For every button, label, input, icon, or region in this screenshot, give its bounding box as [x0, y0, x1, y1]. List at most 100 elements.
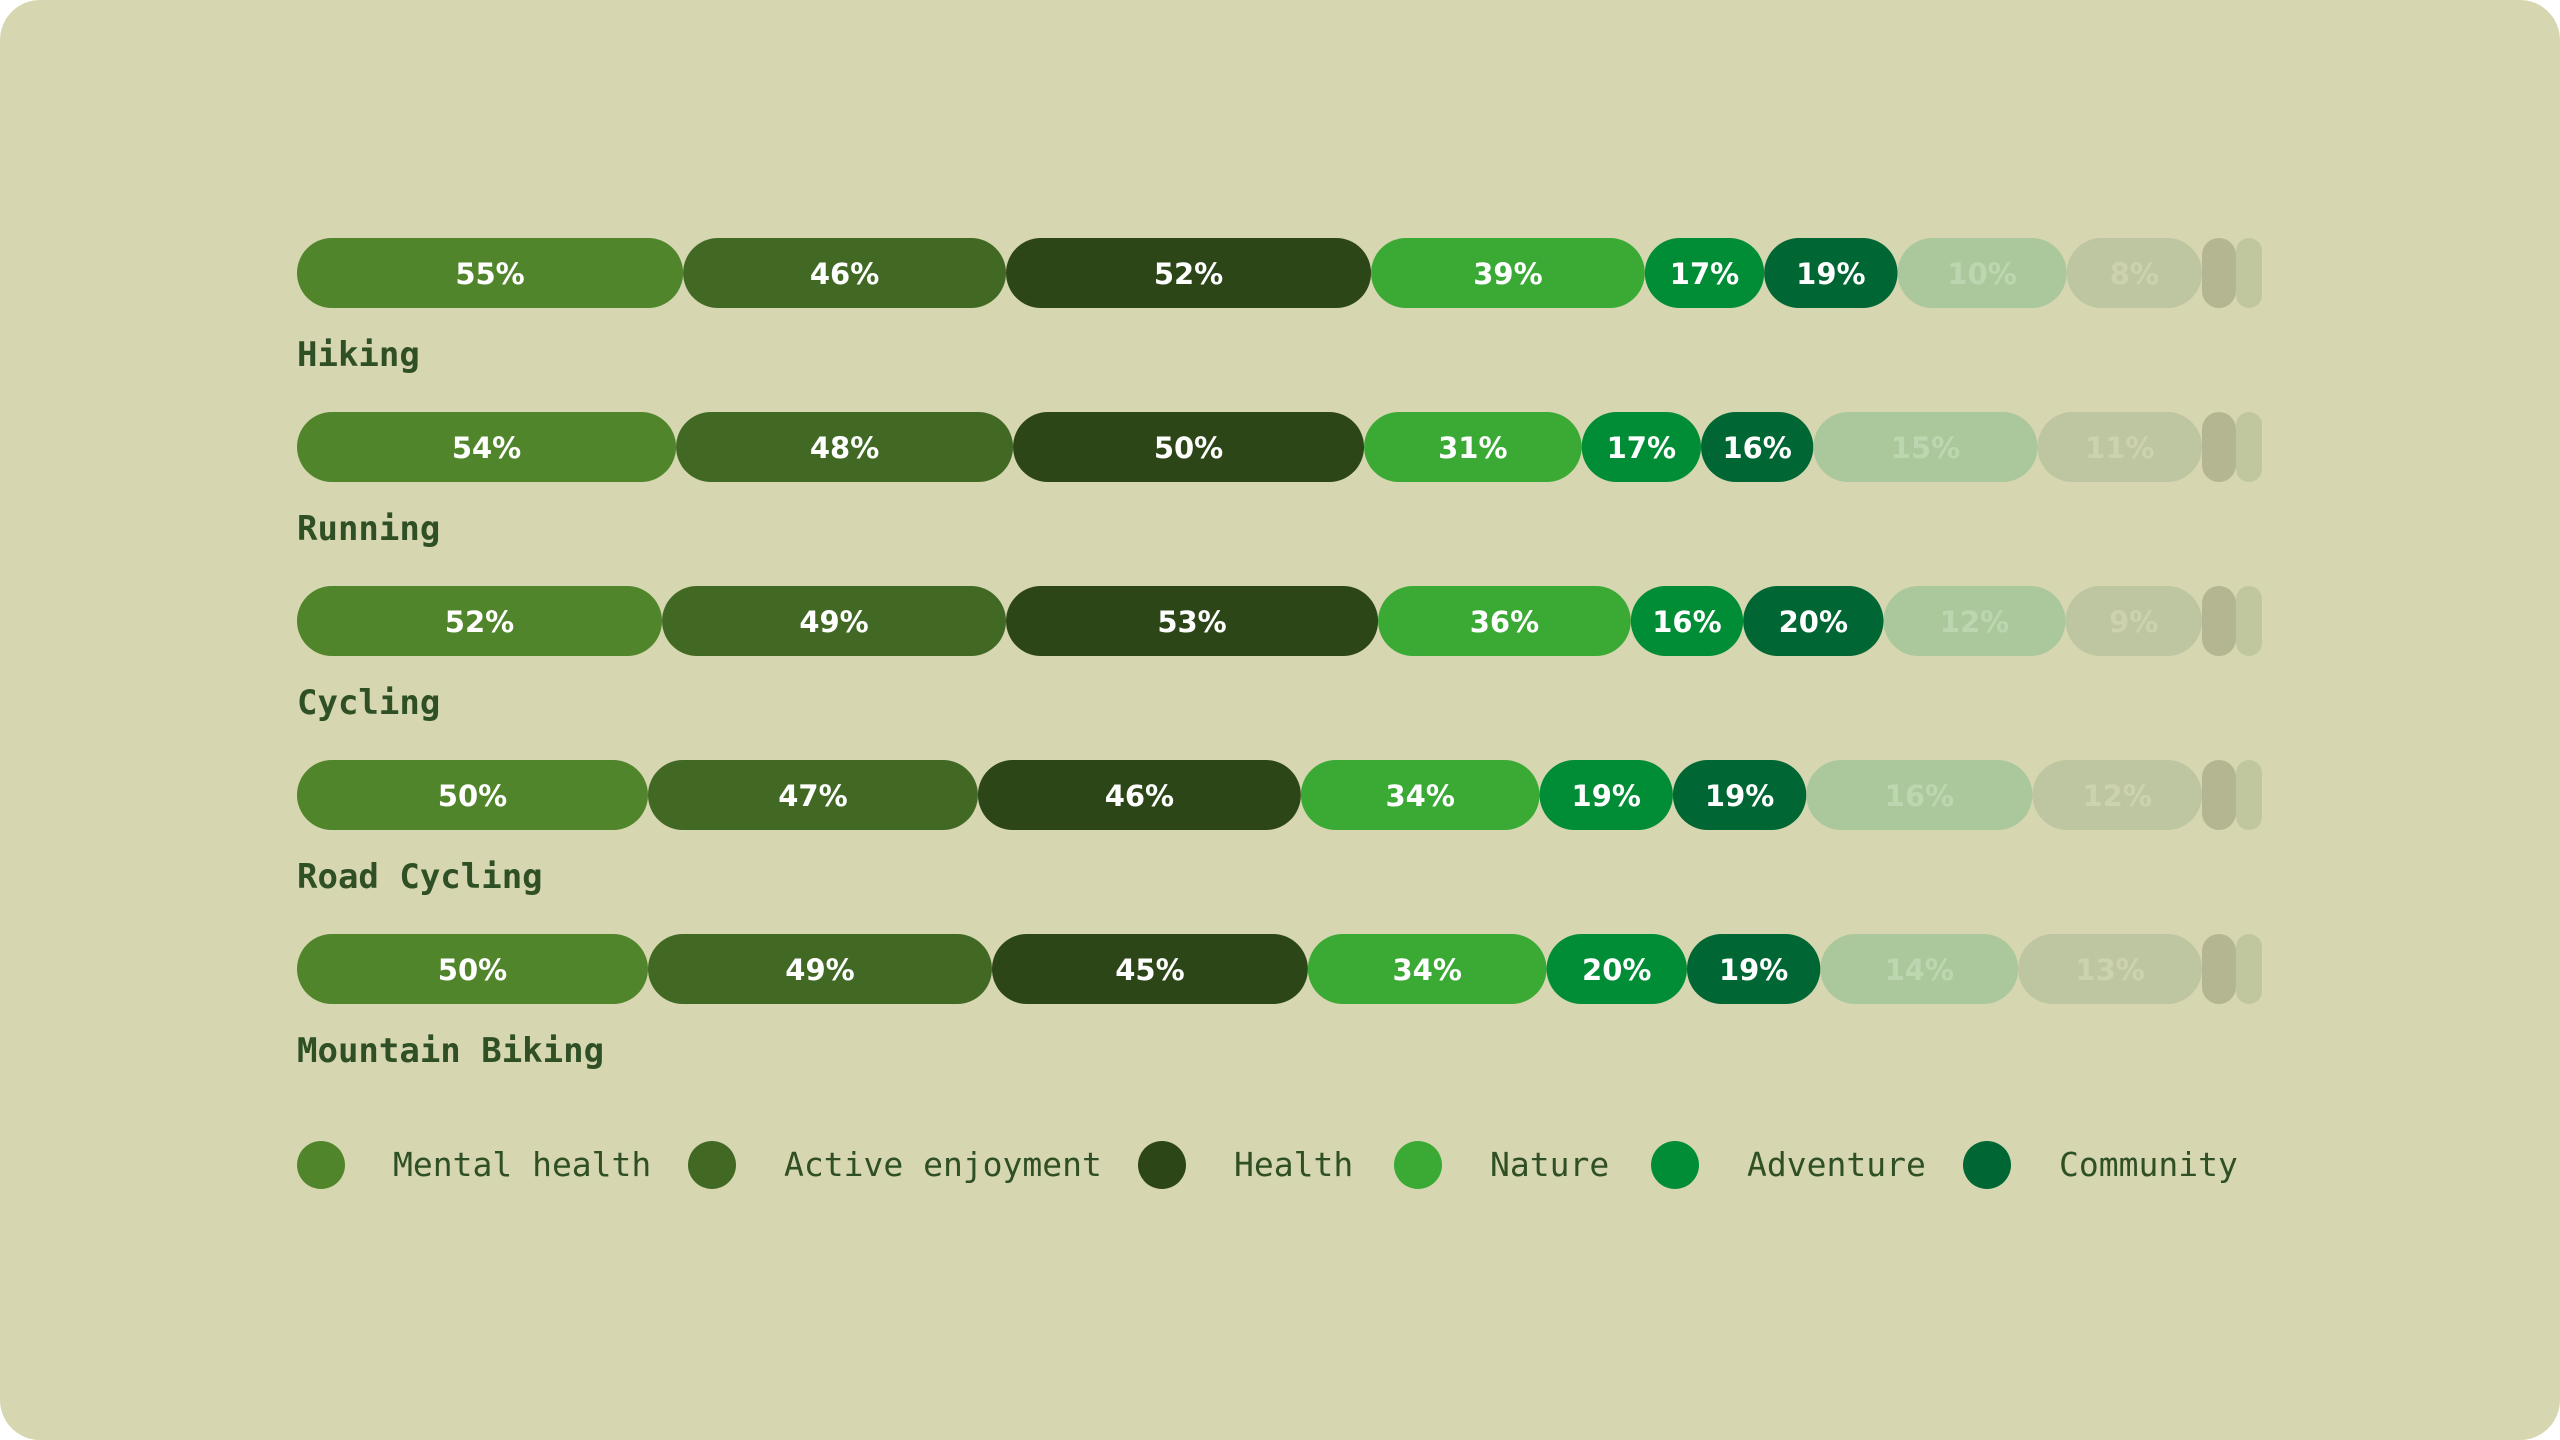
legend-swatch-community: [1963, 1141, 2011, 1189]
bar-mountain-biking-active-enjoyment: [648, 934, 992, 1004]
data-label-mountain-biking-4: 20%: [1582, 953, 1651, 987]
data-label-running-1: 48%: [810, 431, 879, 465]
bar-mountain-biking-tail-1: [2236, 934, 2262, 1004]
bar-running-faded-0: [1813, 412, 2038, 482]
bar-road-cycling-faded-0: [1806, 760, 2033, 830]
bar-running-community: [1701, 412, 1814, 482]
data-label-hiking-2: 52%: [1154, 257, 1223, 291]
bar-hiking-nature: [1371, 238, 1645, 308]
bar-hiking-community: [1764, 238, 1898, 308]
bar-mountain-biking-faded-0: [1820, 934, 2019, 1004]
data-label-mountain-biking-0: 50%: [438, 953, 507, 987]
bar-hiking-health: [1006, 238, 1372, 308]
bar-cycling-faded-1: [2065, 586, 2202, 656]
bar-road-cycling-mental-health: [297, 760, 648, 830]
data-label-hiking-faded-1: 8%: [2110, 257, 2159, 291]
row-label-road-cycling: Road Cycling: [297, 857, 543, 897]
bar-cycling-tail-1: [2236, 586, 2262, 656]
row-label-hiking: Hiking: [297, 335, 420, 375]
data-label-mountain-biking-1: 49%: [785, 953, 854, 987]
bar-hiking-faded-1: [2066, 238, 2202, 308]
legend-label-nature: Nature: [1490, 1145, 1609, 1184]
data-label-hiking-4: 17%: [1670, 257, 1739, 291]
data-label-road-cycling-2: 46%: [1105, 779, 1174, 813]
data-label-mountain-biking-2: 45%: [1115, 953, 1184, 987]
bar-cycling-active-enjoyment: [662, 586, 1007, 656]
data-label-hiking-5: 19%: [1796, 257, 1865, 291]
bar-running-faded-1: [2037, 412, 2202, 482]
data-label-road-cycling-4: 19%: [1572, 779, 1641, 813]
bar-road-cycling-tail-1: [2236, 760, 2262, 830]
legend-label-adventure: Adventure: [1747, 1145, 1926, 1184]
bar-mountain-biking-faded-1: [2018, 934, 2202, 1004]
bar-mountain-biking-health: [991, 934, 1308, 1004]
bar-mountain-biking-mental-health: [297, 934, 648, 1004]
data-label-hiking-3: 39%: [1473, 257, 1542, 291]
bar-road-cycling-adventure: [1539, 760, 1673, 830]
data-label-running-3: 31%: [1438, 431, 1507, 465]
bar-hiking-active-enjoyment: [683, 238, 1007, 308]
legend-swatch-nature: [1394, 1141, 1442, 1189]
bar-road-cycling-tail-0: [2202, 760, 2236, 830]
data-label-mountain-biking-faded-0: 14%: [1885, 953, 1954, 987]
bar-cycling-community: [1743, 586, 1884, 656]
data-label-cycling-1: 49%: [799, 605, 868, 639]
bar-hiking-mental-health: [297, 238, 684, 308]
bar-running-mental-health: [297, 412, 677, 482]
legend-swatch-active-enjoyment: [688, 1141, 736, 1189]
data-label-road-cycling-1: 47%: [778, 779, 847, 813]
data-label-mountain-biking-faded-1: 13%: [2075, 953, 2144, 987]
bar-road-cycling-community: [1672, 760, 1807, 830]
data-label-road-cycling-faded-1: 12%: [2082, 779, 2151, 813]
data-label-road-cycling-faded-0: 16%: [1885, 779, 1954, 813]
legend-swatch-adventure: [1651, 1141, 1699, 1189]
bar-mountain-biking-tail-0: [2202, 934, 2236, 1004]
legend-label-community: Community: [2059, 1145, 2238, 1184]
bar-road-cycling-nature: [1300, 760, 1540, 830]
bar-running-health: [1013, 412, 1365, 482]
bar-hiking-tail-1: [2236, 238, 2262, 308]
data-label-cycling-3: 36%: [1470, 605, 1539, 639]
data-label-cycling-0: 52%: [445, 605, 514, 639]
data-label-road-cycling-3: 34%: [1385, 779, 1454, 813]
data-label-cycling-faded-0: 12%: [1940, 605, 2009, 639]
data-label-running-5: 16%: [1722, 431, 1791, 465]
data-label-road-cycling-0: 50%: [438, 779, 507, 813]
bar-hiking-adventure: [1644, 238, 1765, 308]
bar-hiking-faded-0: [1897, 238, 2067, 308]
row-label-mountain-biking: Mountain Biking: [297, 1031, 604, 1071]
bar-running-nature: [1364, 412, 1582, 482]
legend-label-active-enjoyment: Active enjoyment: [784, 1145, 1102, 1184]
data-label-cycling-faded-1: 9%: [2109, 605, 2158, 639]
data-label-running-2: 50%: [1154, 431, 1223, 465]
bar-cycling-tail-0: [2202, 586, 2236, 656]
legend-swatch-health: [1138, 1141, 1186, 1189]
bar-road-cycling-health: [977, 760, 1301, 830]
bar-running-tail-0: [2202, 412, 2236, 482]
row-label-cycling: Cycling: [297, 683, 440, 723]
data-label-cycling-4: 16%: [1652, 605, 1721, 639]
bar-mountain-biking-nature: [1307, 934, 1547, 1004]
data-label-cycling-5: 20%: [1779, 605, 1848, 639]
data-label-running-4: 17%: [1607, 431, 1676, 465]
bar-cycling-faded-0: [1883, 586, 2066, 656]
legend-label-mental-health: Mental health: [393, 1145, 651, 1184]
bar-mountain-biking-adventure: [1546, 934, 1687, 1004]
bar-road-cycling-faded-1: [2032, 760, 2202, 830]
bar-running-active-enjoyment: [676, 412, 1014, 482]
bar-road-cycling-active-enjoyment: [648, 760, 978, 830]
bar-running-tail-1: [2236, 412, 2262, 482]
data-label-hiking-1: 46%: [810, 257, 879, 291]
data-label-running-0: 54%: [452, 431, 521, 465]
bar-hiking-tail-0: [2202, 238, 2236, 308]
bar-running-adventure: [1581, 412, 1701, 482]
row-label-running: Running: [297, 509, 440, 549]
data-label-cycling-2: 53%: [1157, 605, 1226, 639]
data-label-hiking-0: 55%: [455, 257, 524, 291]
bar-mountain-biking-community: [1686, 934, 1821, 1004]
data-label-mountain-biking-5: 19%: [1719, 953, 1788, 987]
bar-cycling-health: [1006, 586, 1379, 656]
legend-label-health: Health: [1234, 1145, 1353, 1184]
